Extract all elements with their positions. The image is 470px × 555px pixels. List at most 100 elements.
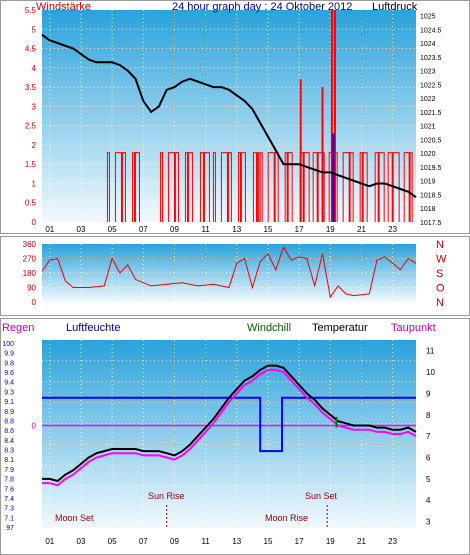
wind-tick-label: 5.5: [25, 6, 37, 15]
humidity-tick-label: 7.1: [4, 515, 14, 522]
pressure-tick-label: 1022: [420, 96, 436, 103]
humidity-tick-label: 8.4: [4, 438, 14, 445]
compass-label: S: [436, 268, 443, 280]
wind-tick-label: 4: [32, 64, 37, 73]
pressure-tick-label: 1017.5: [420, 220, 442, 227]
sun-set-label: Sun Set: [305, 491, 338, 501]
humidity-tick-label: 9.6: [4, 370, 14, 377]
hour-tick-label: 19: [326, 225, 335, 234]
wind-tick-label: 2: [32, 141, 37, 150]
hour-tick-label: 23: [388, 537, 397, 546]
temperature-tick-label: 4: [426, 496, 431, 505]
legend-temperatur: Temperatur: [312, 322, 368, 334]
hour-tick-label: 11: [201, 225, 210, 234]
humidity-tick-label: 97: [6, 525, 14, 532]
direction-tick-label: 180: [23, 269, 37, 278]
pressure-tick-label: 1021: [420, 124, 436, 131]
middle-plot-area: [42, 244, 416, 302]
compass-label: O: [436, 283, 445, 295]
pressure-series: [41, 33, 417, 199]
hour-tick-label: 11: [201, 537, 210, 546]
temperature-tick-label: 7: [426, 432, 431, 441]
wind-tick-label: 1.5: [25, 160, 37, 169]
hour-tick-label: 13: [232, 537, 241, 546]
humidity-tick-label: 9.8: [4, 360, 14, 367]
legend-windchill: Windchill: [247, 322, 291, 334]
pressure-tick-label: 1019: [420, 179, 436, 186]
moon-rise-label: Moon Rise: [265, 513, 308, 523]
humidity-tick-label: 7.8: [4, 477, 14, 484]
pressure-tick-label: 1023: [420, 69, 436, 76]
hour-tick-label: 23: [388, 225, 397, 234]
temperature-tick-label: 10: [426, 368, 435, 377]
hour-tick-label: 13: [232, 225, 241, 234]
wind-speed-bar: [106, 152, 140, 222]
bottom-grid: [42, 340, 425, 528]
hour-tick-label: 09: [170, 225, 179, 234]
pressure-tick-label: 1021.5: [420, 110, 442, 117]
moon-set-label: Moon Set: [55, 513, 94, 523]
humidity-tick-label: 100: [2, 341, 14, 348]
hour-tick-label: 09: [170, 537, 179, 546]
bottom-axis-labels: 1009.99.89.69.49.39.18.98.88.68.48.38.17…: [2, 341, 435, 546]
chart-title: 24 hour graph day : 24 Oktober 2012: [172, 1, 352, 13]
sun-rise-label: Sun Rise: [148, 491, 185, 501]
humidity-tick-label: 9.9: [4, 351, 14, 358]
temperature-tick-label: 8: [426, 411, 431, 420]
hour-tick-label: 05: [108, 225, 117, 234]
wind-tick-label: 0: [32, 218, 37, 227]
compass-label: W: [436, 254, 447, 266]
hour-tick-label: 19: [326, 537, 335, 546]
wind-tick-label: 4.5: [25, 45, 37, 54]
humidity-tick-label: 8.3: [4, 448, 14, 455]
dewpoint-line: [42, 368, 417, 487]
hour-tick-label: 21: [357, 225, 366, 234]
hour-tick-label: 05: [108, 537, 117, 546]
temperature-humidity-series: [42, 364, 417, 528]
hour-tick-label: 01: [45, 537, 54, 546]
legend-taupunkt: Taupunkt: [391, 322, 436, 334]
wind-speed-series: [106, 10, 413, 222]
temperature-line: [42, 364, 417, 483]
wind-tick-label: 1: [32, 179, 37, 188]
hour-tick-label: 15: [264, 225, 273, 234]
wind-tick-label: 5: [32, 25, 37, 34]
humidity-tick-label: 8.6: [4, 428, 14, 435]
hour-tick-label: 17: [295, 225, 304, 234]
hour-tick-label: 01: [45, 225, 54, 234]
rain-zero-label: 0: [32, 421, 37, 430]
humidity-tick-label: 7.3: [4, 506, 14, 513]
pressure-tick-label: 1024: [420, 41, 436, 48]
pressure-tick-label: 1020: [420, 151, 436, 158]
humidity-tick-label: 7.4: [4, 496, 14, 503]
temperature-tick-label: 3: [426, 518, 431, 527]
humidity-tick-label: 7.6: [4, 486, 14, 493]
legend-luftfeuchte: Luftfeuchte: [66, 322, 120, 334]
humidity-tick-label: 9.4: [4, 380, 14, 387]
humidity-line: [42, 396, 416, 453]
wind-tick-label: 2.5: [25, 122, 37, 131]
top-axis-labels: 0 0.5 1 1.5 2 2.5 3 3.5 4 4.5 5 5.5 1017.5 1018 1018.5…: [25, 6, 442, 234]
hour-tick-label: 15: [264, 537, 273, 546]
hour-tick-label: 03: [77, 537, 86, 546]
humidity-tick-label: 8.1: [4, 457, 14, 464]
direction-tick-label: 0: [32, 298, 37, 307]
compass-label: N: [436, 297, 444, 309]
hour-tick-label: 07: [139, 225, 148, 234]
wind-tick-label: 0.5: [25, 199, 37, 208]
pressure-title: Luftdruck: [372, 1, 418, 13]
humidity-tick-label: 9.1: [4, 399, 14, 406]
humidity-tick-label: 8.9: [4, 409, 14, 416]
wind-direction-line: [41, 246, 417, 299]
middle-grid: [42, 244, 425, 302]
temperature-tick-label: 6: [426, 454, 431, 463]
humidity-tick-label: 9.3: [4, 389, 14, 396]
direction-tick-label: 270: [23, 255, 37, 264]
humidity-tick-label: 8.8: [4, 418, 14, 425]
temperature-tick-label: 11: [426, 347, 435, 356]
wind-tick-label: 3.5: [25, 83, 37, 92]
pressure-tick-label: 1018: [420, 206, 436, 213]
legend-regen: Regen: [2, 322, 34, 334]
